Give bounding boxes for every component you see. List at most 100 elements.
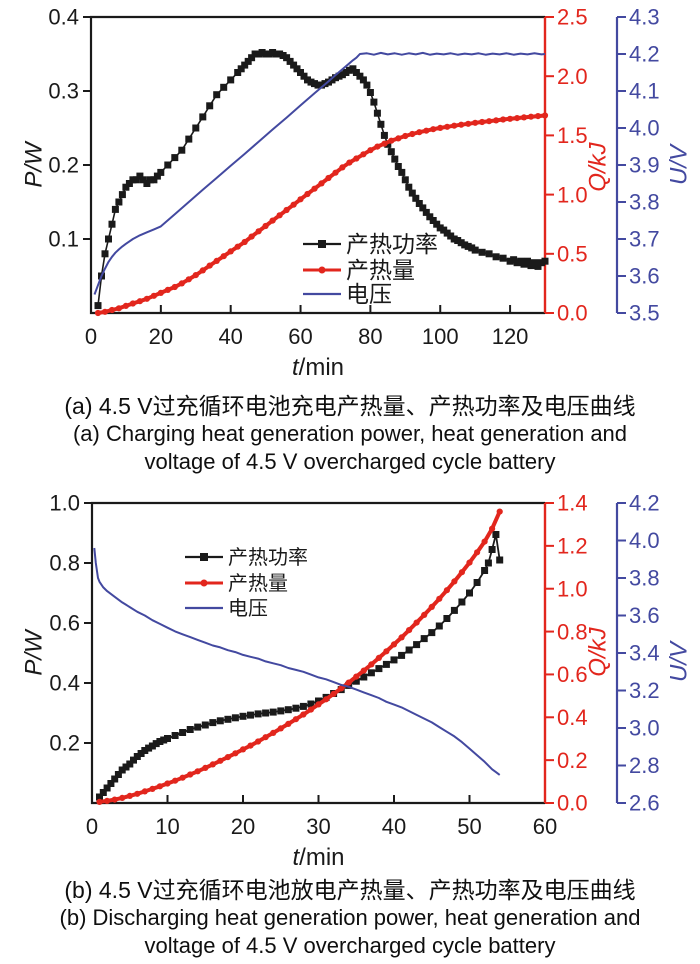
y-axis-voltage: 3.5 3.6 3.7 3.8 3.9 4.0 4.1 4.2 4.3 U/V: [615, 5, 692, 326]
svg-text:4.1: 4.1: [629, 79, 660, 104]
svg-text:0.5: 0.5: [557, 242, 588, 267]
legend-label-voltage: 电压: [228, 597, 268, 620]
svg-text:0.0: 0.0: [557, 791, 588, 816]
legend-label-power: 产热功率: [228, 546, 308, 569]
svg-text:3.9: 3.9: [629, 153, 660, 178]
svg-text:3.4: 3.4: [629, 641, 660, 666]
svg-text:0.1: 0.1: [48, 227, 79, 252]
svg-text:0.2: 0.2: [557, 748, 588, 773]
y-axis-power: 0.2 0.4 0.6 0.8 1.0 P/W: [20, 491, 92, 756]
svg-text:100: 100: [422, 324, 459, 349]
svg-text:20: 20: [231, 814, 255, 839]
legend-circle-marker: [318, 266, 326, 274]
legend-circle-marker: [200, 579, 208, 587]
svg-text:2.0: 2.0: [557, 64, 588, 89]
svg-text:0.0: 0.0: [557, 301, 588, 326]
x-axis: 0 20 40 60 80 100 120 t/min: [85, 305, 529, 381]
legend-square-marker: [200, 553, 208, 561]
svg-text:3.8: 3.8: [629, 190, 660, 215]
heat-series: [96, 508, 503, 805]
svg-text:Q/kJ: Q/kJ: [584, 626, 611, 676]
heat-series: [94, 112, 549, 317]
caption-b: (b) 4.5 V过充循环电池放电产热量、产热功率及电压曲线 (b) Disch…: [0, 876, 700, 960]
svg-text:4.0: 4.0: [629, 116, 660, 141]
caption-a-en-line1: (a) Charging heat generation power, heat…: [72, 421, 628, 446]
svg-text:3.8: 3.8: [629, 566, 660, 591]
caption-b-en-line2: voltage of 4.5 V overcharged cycle batte…: [144, 933, 556, 958]
svg-text:P/W: P/W: [20, 628, 47, 676]
svg-text:U/V: U/V: [665, 143, 692, 185]
svg-text:U/V: U/V: [665, 640, 692, 682]
svg-text:50: 50: [457, 814, 481, 839]
svg-text:P/W: P/W: [20, 140, 47, 188]
svg-text:3.6: 3.6: [629, 603, 660, 628]
svg-text:0: 0: [85, 324, 97, 349]
svg-text:0.6: 0.6: [49, 611, 80, 636]
legend-label-voltage: 电压: [346, 281, 392, 307]
svg-text:0.6: 0.6: [557, 662, 588, 687]
svg-text:3.5: 3.5: [629, 301, 660, 326]
svg-text:1.5: 1.5: [557, 123, 588, 148]
svg-text:80: 80: [358, 324, 382, 349]
y-axis-heat: 0.0 0.2 0.4 0.6 0.8 1.0 1.2 1.4 Q/kJ: [543, 491, 611, 816]
svg-text:4.2: 4.2: [629, 42, 660, 67]
svg-text:0.4: 0.4: [557, 705, 588, 730]
svg-text:2.6: 2.6: [629, 791, 660, 816]
svg-text:0.2: 0.2: [49, 731, 80, 756]
svg-text:1.0: 1.0: [557, 182, 588, 207]
svg-text:3.7: 3.7: [629, 227, 660, 252]
x-axis: 0 10 20 30 40 50 60 t/min: [86, 795, 557, 871]
svg-text:60: 60: [288, 324, 312, 349]
svg-text:4.3: 4.3: [629, 5, 660, 30]
svg-text:0.8: 0.8: [49, 551, 80, 576]
svg-text:1.0: 1.0: [557, 576, 588, 601]
caption-a-zh: (a) 4.5 V过充循环电池充电产热量、产热功率及电压曲线: [64, 393, 636, 419]
svg-text:t/min: t/min: [292, 844, 344, 871]
svg-text:0.4: 0.4: [49, 671, 80, 696]
svg-text:0.2: 0.2: [48, 153, 79, 178]
voltage-series: [93, 51, 546, 295]
plot-frame: [90, 501, 545, 805]
chart-b-discharging: 0.20.40.60.81.0P/W0 10 20 30 40 50 60t/min0.00…: [20, 491, 692, 871]
legend-label-heat: 产热量: [346, 257, 415, 283]
legend-label-heat: 产热量: [228, 572, 288, 595]
svg-text:1.2: 1.2: [557, 534, 588, 559]
y-axis-power: 0.1 0.2 0.3 0.4 P/W: [20, 5, 91, 252]
svg-text:40: 40: [218, 324, 242, 349]
svg-text:30: 30: [306, 814, 330, 839]
svg-text:0.3: 0.3: [48, 79, 79, 104]
svg-text:1.4: 1.4: [557, 491, 588, 516]
chart-a-charging: 0.10.20.30.4P/W0 20 40 60 80 100 120t/min0.00.…: [20, 5, 692, 381]
y-axis-voltage: 2.6 2.8 3.0 3.2 3.4 3.6 3.8 4.0 4.2 U/V: [615, 491, 692, 816]
caption-a-en-line2: voltage of 4.5 V overcharged cycle batte…: [144, 449, 556, 474]
power-series: [96, 531, 504, 801]
svg-text:20: 20: [149, 324, 173, 349]
svg-text:10: 10: [155, 814, 179, 839]
svg-text:4.2: 4.2: [629, 491, 660, 516]
svg-text:0.8: 0.8: [557, 619, 588, 644]
caption-a: (a) 4.5 V过充循环电池充电产热量、产热功率及电压曲线 (a) Charg…: [0, 392, 700, 476]
svg-text:4.0: 4.0: [629, 528, 660, 553]
svg-text:40: 40: [382, 814, 406, 839]
caption-b-en-line1: (b) Discharging heat generation power, h…: [59, 905, 641, 930]
y-axis-heat: 0.0 0.5 1.0 1.5 2.0 2.5 Q/kJ: [543, 5, 611, 326]
svg-text:120: 120: [492, 324, 529, 349]
caption-b-zh: (b) 4.5 V过充循环电池放电产热量、产热功率及电压曲线: [64, 877, 636, 903]
svg-text:0: 0: [86, 814, 98, 839]
svg-text:1.0: 1.0: [49, 491, 80, 516]
svg-text:3.0: 3.0: [629, 716, 660, 741]
svg-text:Q/kJ: Q/kJ: [584, 141, 611, 191]
svg-text:3.6: 3.6: [629, 264, 660, 289]
legend-square-marker: [318, 240, 326, 248]
svg-text:60: 60: [533, 814, 557, 839]
svg-text:t/min: t/min: [292, 354, 344, 381]
voltage-series: [93, 547, 501, 776]
svg-text:0.4: 0.4: [48, 5, 79, 30]
legend-label-power: 产热功率: [346, 231, 438, 257]
svg-text:2.5: 2.5: [557, 5, 588, 30]
svg-text:2.8: 2.8: [629, 753, 660, 778]
svg-text:3.2: 3.2: [629, 678, 660, 703]
